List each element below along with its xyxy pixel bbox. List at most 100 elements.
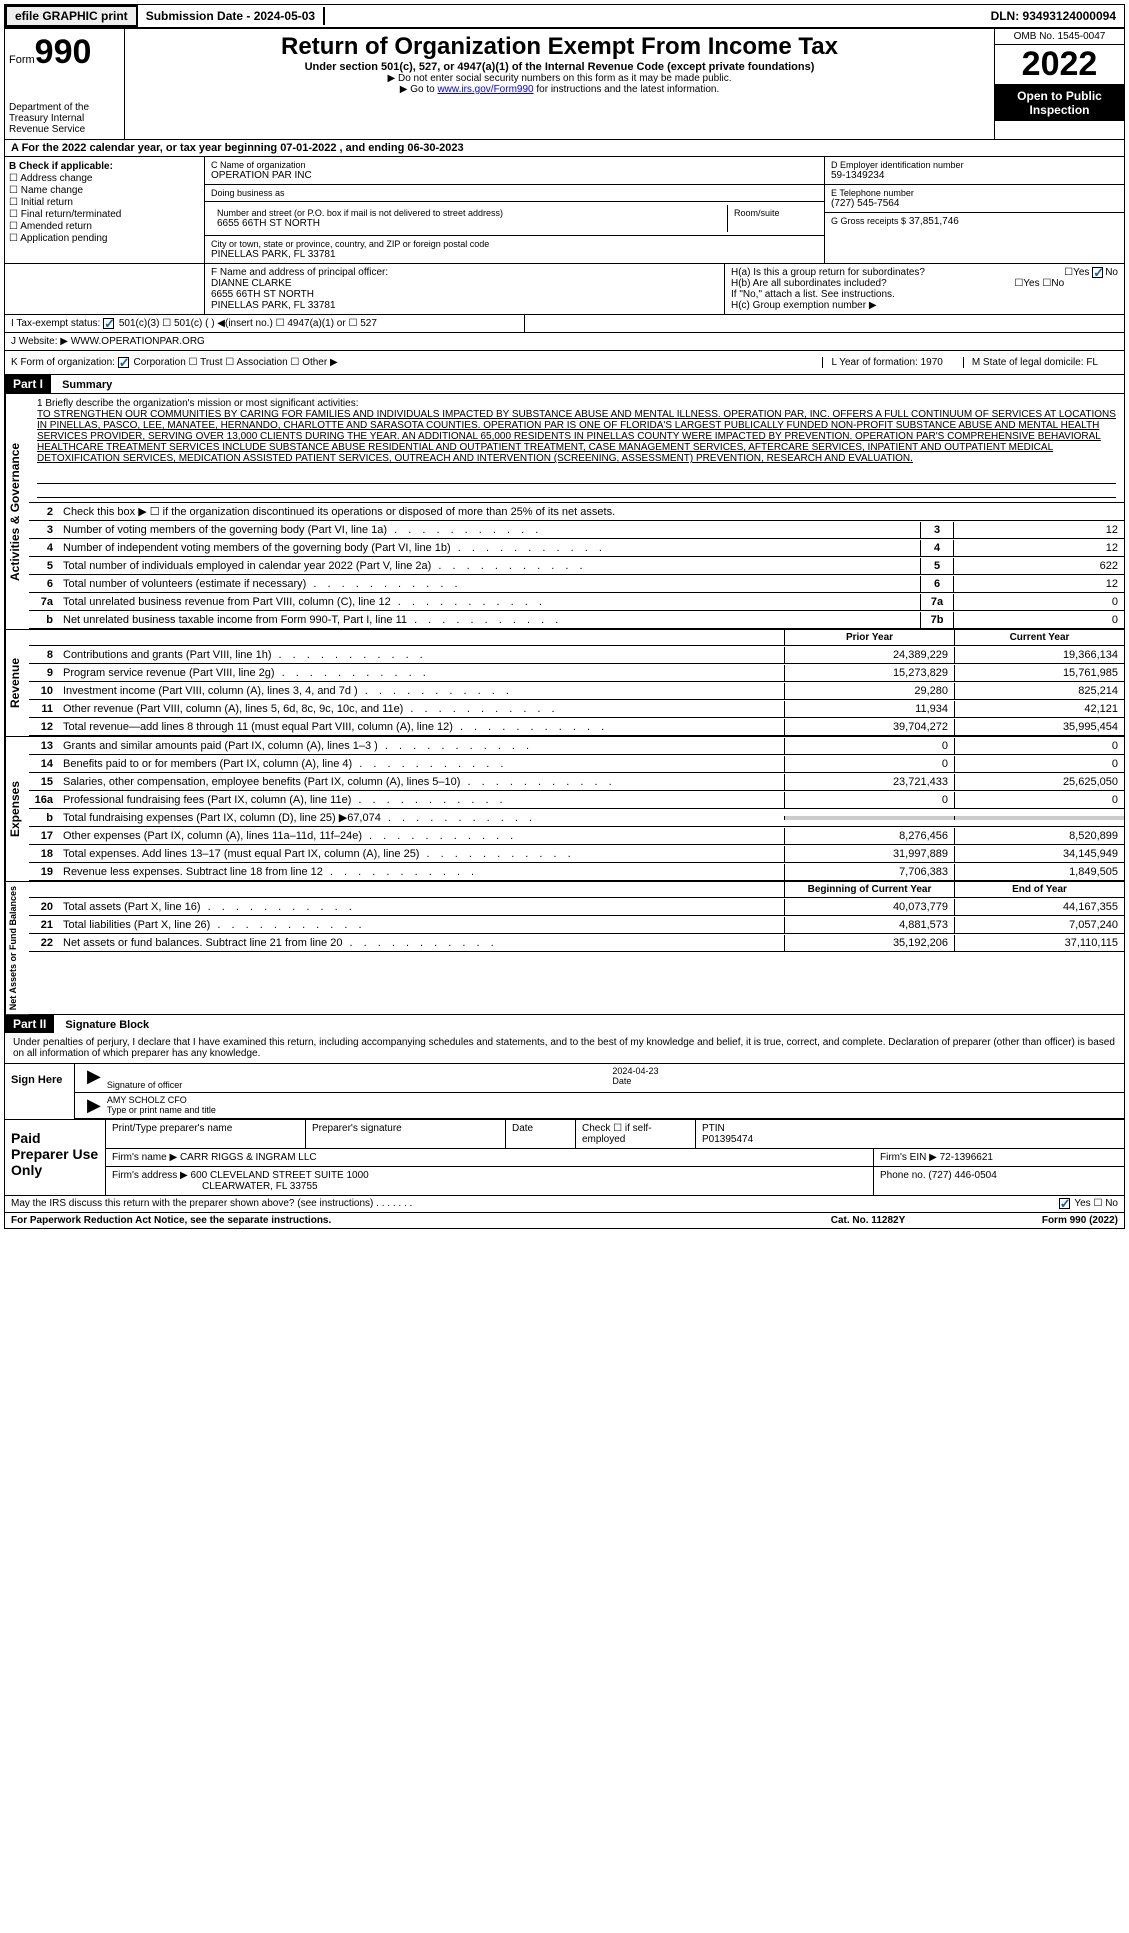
prep-firm-line: Firm's name ▶ CARR RIGGS & INGRAM LLC Fi… (106, 1149, 1124, 1167)
city-box: City or town, state or province, country… (205, 236, 824, 263)
room-label: Room/suite (734, 208, 812, 218)
arrow-icon: ▶ (81, 1095, 107, 1116)
line-22: 22Net assets or fund balances. Subtract … (29, 934, 1124, 952)
sign-here-label: Sign Here (5, 1064, 75, 1119)
chk-application-pending[interactable]: ☐ Application pending (9, 233, 200, 244)
prep-hdr-line: Print/Type preparer's name Preparer's si… (106, 1120, 1124, 1149)
sig-name-line: ▶ AMY SCHOLZ CFOType or print name and t… (75, 1093, 1124, 1119)
sign-here-row: Sign Here ▶ Signature of officer 2024-04… (5, 1064, 1124, 1119)
activities-content: 1 Briefly describe the organization's mi… (29, 394, 1124, 629)
website-value: WWW.OPERATIONPAR.ORG (71, 336, 205, 347)
tax-year: 2022 (995, 45, 1124, 85)
discuss-row: May the IRS discuss this return with the… (5, 1195, 1124, 1211)
dba-label: Doing business as (211, 188, 818, 198)
tax-exempt-label: I Tax-exempt status: (11, 318, 100, 329)
ha-row: H(a) Is this a group return for subordin… (731, 267, 1118, 278)
ein-label: D Employer identification number (831, 160, 1118, 170)
line-19: 19Revenue less expenses. Subtract line 1… (29, 863, 1124, 881)
chk-address-change[interactable]: ☐ Address change (9, 173, 200, 184)
line-21: 21Total liabilities (Part X, line 26)4,8… (29, 916, 1124, 934)
part2-header-row: Part II Signature Block (5, 1015, 1124, 1033)
section-fh: F Name and address of principal officer:… (5, 264, 1124, 315)
activities-tab: Activities & Governance (5, 394, 29, 629)
part1-title: Summary (54, 377, 120, 393)
line-b: bNet unrelated business taxable income f… (29, 611, 1124, 629)
line-13: 13Grants and similar amounts paid (Part … (29, 737, 1124, 755)
note-ssn: ▶ Do not enter social security numbers o… (129, 73, 990, 84)
ein-value: 59-1349234 (831, 170, 1118, 181)
chk-amended[interactable]: ☐ Amended return (9, 221, 200, 232)
chk-initial-return[interactable]: ☐ Initial return (9, 197, 200, 208)
line-5: 5Total number of individuals employed in… (29, 557, 1124, 575)
perjury-text: Under penalties of perjury, I declare th… (5, 1033, 1124, 1064)
section-bcdefgh: B Check if applicable: ☐ Address change … (5, 157, 1124, 264)
officer-name: DIANNE CLARKE (211, 278, 718, 289)
topbar: efile GRAPHIC print Submission Date - 20… (5, 5, 1124, 29)
phone-value: (727) 545-7564 (831, 198, 1118, 209)
chk-corporation[interactable] (118, 357, 129, 368)
sig-officer-line: ▶ Signature of officer 2024-04-23Date (75, 1064, 1124, 1093)
line-16a: 16aProfessional fundraising fees (Part I… (29, 791, 1124, 809)
website-label: J Website: ▶ (11, 336, 68, 347)
line-11: 11Other revenue (Part VIII, column (A), … (29, 700, 1124, 718)
section-d: D Employer identification number 59-1349… (825, 157, 1124, 185)
addr-value: 6655 66TH ST NORTH (217, 218, 721, 229)
phone-label: E Telephone number (831, 188, 1118, 198)
officer-addr1: 6655 66TH ST NORTH (211, 289, 718, 300)
officer-addr2: PINELLAS PARK, FL 33781 (211, 300, 718, 311)
year-formation: L Year of formation: 1970 (822, 357, 942, 368)
addr-label: Number and street (or P.O. box if mail i… (217, 208, 721, 218)
revenue-hdr: Prior Year Current Year (29, 630, 1124, 646)
revenue-content: Prior Year Current Year 8Contributions a… (29, 630, 1124, 736)
hc-row: H(c) Group exemption number ▶ (731, 300, 1118, 311)
section-b: B Check if applicable: ☐ Address change … (5, 157, 205, 263)
chk-name-change[interactable]: ☐ Name change (9, 185, 200, 196)
line-3: 3Number of voting members of the governi… (29, 521, 1124, 539)
cat-no: Cat. No. 11282Y (768, 1215, 968, 1226)
pra-notice: For Paperwork Reduction Act Notice, see … (11, 1215, 768, 1226)
prep-addr-line: Firm's address ▶ 600 CLEVELAND STREET SU… (106, 1167, 1124, 1195)
form-number: 990 (35, 33, 92, 71)
form-ref: Form 990 (2022) (968, 1215, 1118, 1226)
line-4: 4Number of independent voting members of… (29, 539, 1124, 557)
row-k: K Form of organization: Corporation ☐ Tr… (5, 351, 1124, 375)
dept-treasury: Department of the Treasury Internal Reve… (9, 102, 120, 135)
netassets-hdr: Beginning of Current Year End of Year (29, 882, 1124, 898)
efile-print-button[interactable]: efile GRAPHIC print (5, 5, 138, 27)
form-990-page: efile GRAPHIC print Submission Date - 20… (4, 4, 1125, 1229)
submission-date: Submission Date - 2024-05-03 (138, 7, 325, 25)
mission-label: 1 Briefly describe the organization's mi… (37, 398, 1116, 409)
line-2: 2 Check this box ▶ ☐ if the organization… (29, 503, 1124, 521)
section-g: G Gross receipts $ 37,851,746 (825, 213, 1124, 230)
row-a-tax-year: A For the 2022 calendar year, or tax yea… (5, 140, 1124, 157)
section-b-label: B Check if applicable: (9, 161, 200, 172)
netassets-section: Net Assets or Fund Balances Beginning of… (5, 882, 1124, 1015)
arrow-icon: ▶ (81, 1066, 107, 1090)
form-subtitle: Under section 501(c), 527, or 4947(a)(1)… (129, 61, 990, 73)
line-12: 12Total revenue—add lines 8 through 11 (… (29, 718, 1124, 736)
preparer-section: Paid Preparer Use Only Print/Type prepar… (5, 1119, 1124, 1195)
line-14: 14Benefits paid to or for members (Part … (29, 755, 1124, 773)
row-j: J Website: ▶ WWW.OPERATIONPAR.ORG (5, 333, 1124, 351)
discuss-yes-checkbox[interactable] (1059, 1198, 1070, 1209)
city-value: PINELLAS PARK, FL 33781 (211, 249, 818, 260)
expenses-section: Expenses 13Grants and similar amounts pa… (5, 737, 1124, 882)
chk-final-return[interactable]: ☐ Final return/terminated (9, 209, 200, 220)
section-h: H(a) Is this a group return for subordin… (724, 264, 1124, 314)
form-header: Form990 Department of the Treasury Inter… (5, 29, 1124, 140)
line-10: 10Investment income (Part VIII, column (… (29, 682, 1124, 700)
col-degh: D Employer identification number 59-1349… (824, 157, 1124, 263)
open-to-public: Open to Public Inspection (995, 85, 1124, 121)
ha-no-checkbox[interactable] (1092, 267, 1103, 278)
form-org-label: K Form of organization: (11, 357, 115, 368)
line-20: 20Total assets (Part X, line 16)40,073,7… (29, 898, 1124, 916)
section-c: C Name of organization OPERATION PAR INC… (205, 157, 824, 263)
prior-year-hdr: Prior Year (784, 630, 954, 645)
row-i: I Tax-exempt status: 501(c)(3) ☐ 501(c) … (5, 315, 1124, 333)
header-right: OMB No. 1545-0047 2022 Open to Public In… (994, 29, 1124, 139)
part2-hdr: Part II (5, 1015, 54, 1033)
irs-link[interactable]: www.irs.gov/Form990 (437, 84, 533, 95)
omb-number: OMB No. 1545-0047 (995, 29, 1124, 45)
header-left: Form990 Department of the Treasury Inter… (5, 29, 125, 139)
chk-501c3[interactable] (103, 318, 114, 329)
